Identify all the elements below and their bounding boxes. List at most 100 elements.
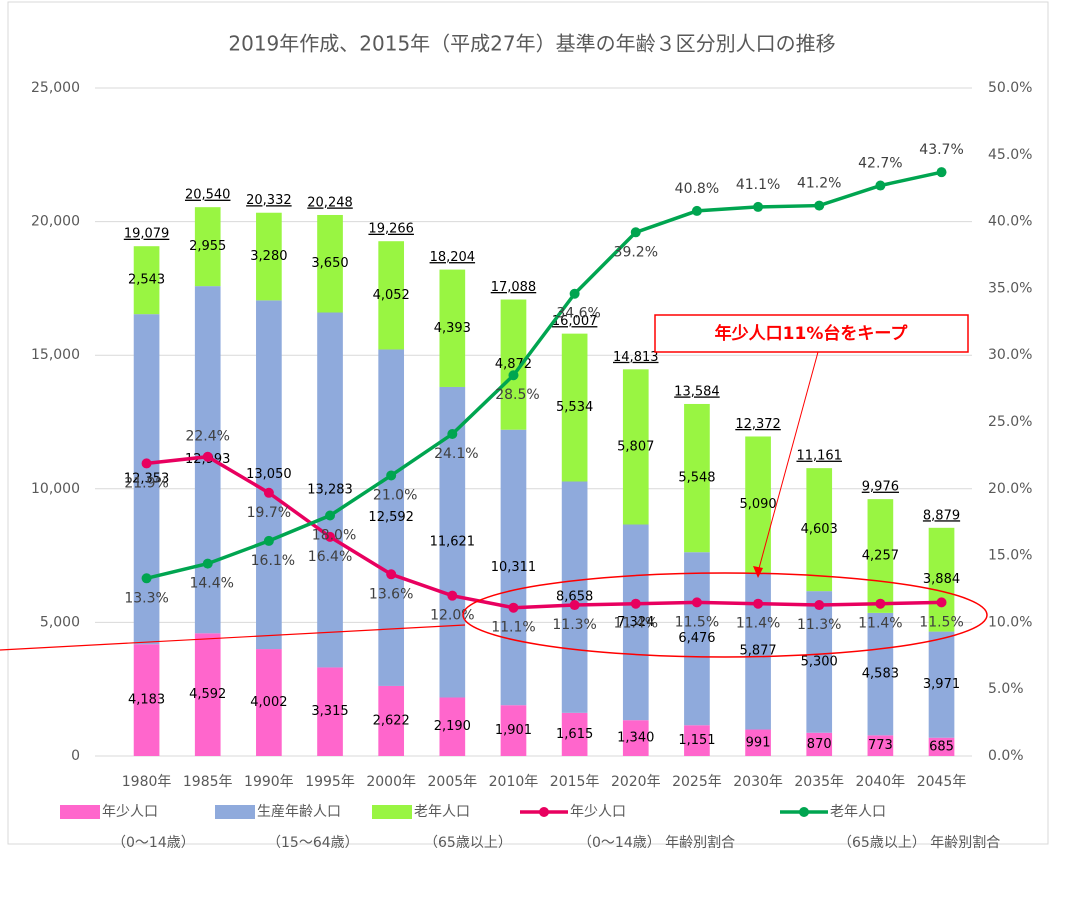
line-point xyxy=(447,590,458,601)
point-label: 16.4% xyxy=(308,549,352,565)
bar-segment xyxy=(256,212,282,301)
bar-segment xyxy=(256,300,282,650)
bar-segment xyxy=(194,207,221,287)
segment-label: 4,002 xyxy=(250,695,287,710)
total-label: 8,879 xyxy=(923,508,960,523)
line-point xyxy=(814,600,825,611)
legend-swatch xyxy=(60,805,100,819)
total-label: 20,248 xyxy=(307,195,353,210)
legend-sub: （15〜64歳） xyxy=(267,835,359,851)
line xyxy=(146,170,942,581)
bar-segment xyxy=(194,633,221,756)
segment-label: 2,543 xyxy=(128,273,165,288)
bar-segment xyxy=(622,369,649,525)
line-point xyxy=(569,288,580,299)
point-label: 11.4% xyxy=(858,616,902,632)
segment-label: 2,955 xyxy=(189,239,226,254)
bar-segment xyxy=(684,552,710,726)
line-point xyxy=(569,600,580,611)
y2-tick-label: 30.0% xyxy=(988,347,1032,363)
y-tick-label: 10,000 xyxy=(31,481,80,497)
point-label: 34.6% xyxy=(556,306,600,322)
y2-tick-label: 20.0% xyxy=(988,481,1032,497)
line-point xyxy=(814,200,825,211)
legend-marker xyxy=(799,807,809,817)
line-point xyxy=(936,597,947,608)
point-label: 22.4% xyxy=(185,429,229,445)
annotation-box xyxy=(654,314,969,353)
point-label: 21.9% xyxy=(124,475,168,491)
total-label: 18,204 xyxy=(430,250,476,265)
point-label: 13.3% xyxy=(124,590,168,606)
segment-label: 10,311 xyxy=(491,560,537,575)
legend-label: 年少人口 xyxy=(102,804,158,820)
line-point xyxy=(325,531,336,542)
bar-segment xyxy=(806,732,833,756)
segment-label: 1,615 xyxy=(556,727,593,742)
segment-label: 4,052 xyxy=(373,288,410,303)
line-point xyxy=(875,180,886,191)
total-label: 19,079 xyxy=(124,227,170,242)
segment-label: 1,901 xyxy=(495,723,532,738)
y-tick-label: 15,000 xyxy=(31,347,80,363)
segment-label: 5,877 xyxy=(739,644,776,659)
legend-swatch xyxy=(215,805,255,819)
segment-label: 4,393 xyxy=(434,321,471,336)
y-tick-label: 5,000 xyxy=(40,614,80,630)
line-point xyxy=(936,167,947,178)
point-label: 11.5% xyxy=(919,614,963,630)
bar-segment xyxy=(867,612,894,736)
legend-label: 老年人口 xyxy=(414,804,470,820)
total-label: 12,372 xyxy=(735,417,781,432)
x-tick-label: 1985年 xyxy=(183,774,233,790)
bar-segment xyxy=(561,481,588,713)
annotation-arrow xyxy=(757,351,819,573)
line-point xyxy=(753,201,764,212)
legend-swatch xyxy=(372,805,412,819)
bar-segment xyxy=(561,712,588,756)
segment-label: 991 xyxy=(746,735,771,750)
x-tick-label: 2035年 xyxy=(794,774,844,790)
line-point xyxy=(630,598,641,609)
bar-segment xyxy=(745,729,771,756)
y-tick-label: 0 xyxy=(71,748,80,764)
segment-label: 13,283 xyxy=(307,482,353,497)
line-point xyxy=(202,451,213,462)
total-label: 20,540 xyxy=(185,188,231,203)
segment-label: 5,300 xyxy=(801,654,838,669)
segment-label: 5,807 xyxy=(617,439,654,454)
bar-segment xyxy=(133,246,160,315)
total-label: 17,088 xyxy=(491,280,537,295)
y2-tick-label: 40.0% xyxy=(988,214,1032,230)
segment-label: 3,884 xyxy=(923,572,960,587)
bar-segment xyxy=(928,527,955,632)
line-point xyxy=(691,597,702,608)
legend-label: 年少人口 xyxy=(570,804,626,820)
segment-label: 12,592 xyxy=(368,510,414,525)
y2-tick-label: 45.0% xyxy=(988,147,1032,163)
segment-label: 2,622 xyxy=(373,713,410,728)
bar-segment xyxy=(317,214,343,313)
x-tick-label: 2025年 xyxy=(672,774,722,790)
bar-segment xyxy=(806,591,833,733)
line-point xyxy=(325,510,336,521)
line-point xyxy=(508,602,519,613)
legend-label: 生産年齢人口 xyxy=(257,804,341,820)
bar-segment xyxy=(439,697,466,756)
bar-segment xyxy=(745,436,771,573)
point-label: 43.7% xyxy=(919,142,963,158)
point-label: 13.6% xyxy=(369,586,413,602)
point-label: 21.0% xyxy=(373,487,417,503)
y-tick-label: 20,000 xyxy=(31,214,80,230)
segment-label: 4,583 xyxy=(862,667,899,682)
point-label: 24.1% xyxy=(434,446,478,462)
bar-segment xyxy=(622,720,649,756)
point-label: 19.7% xyxy=(247,505,291,521)
total-label: 14,813 xyxy=(613,350,659,365)
y-tick-label: 25,000 xyxy=(31,80,80,96)
segment-label: 3,280 xyxy=(250,249,287,264)
bar-segment xyxy=(256,649,282,756)
annotation: 年少人口11%台をキープ xyxy=(715,323,909,344)
bar-segment xyxy=(378,241,405,350)
